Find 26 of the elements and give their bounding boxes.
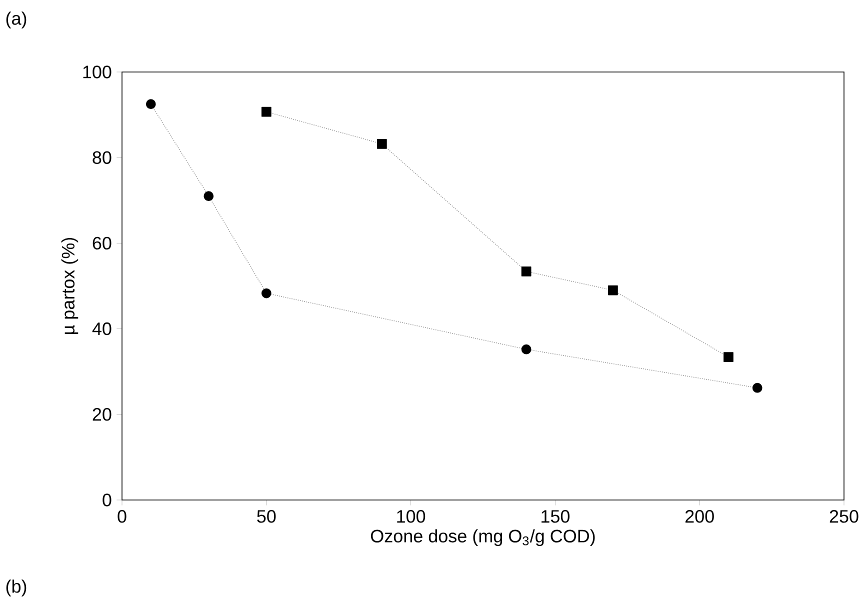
point: [521, 266, 532, 276]
point: [521, 344, 532, 354]
y-tick-label: 20: [92, 408, 112, 421]
y-tick-label: 100: [83, 66, 112, 78]
y-tick-label: 0: [102, 494, 112, 506]
text: (b): [6, 580, 26, 596]
point: [261, 288, 272, 298]
point: [146, 99, 156, 110]
y-tick-label: 40: [92, 322, 112, 336]
point: [376, 138, 387, 149]
point: [752, 382, 762, 393]
x-axis-title: Ozone dose (mg O$_{3}$/g COD): [370, 529, 595, 546]
y-tick-label: 60: [92, 236, 112, 250]
x-tick-label: 250: [830, 510, 858, 523]
x-tick-label: 50: [257, 510, 276, 523]
x-tick-label: 200: [685, 510, 714, 523]
point: [261, 106, 272, 117]
x-tick-label: 150: [542, 510, 570, 523]
y-axis-title: µ partox (%): [61, 238, 78, 334]
point: [724, 352, 734, 362]
y-tick-label: 80: [92, 151, 112, 164]
x-tick-label: 0: [118, 510, 126, 523]
point: [204, 191, 214, 202]
text: (a): [6, 12, 26, 28]
x-tick-label: 100: [397, 510, 426, 523]
point: [608, 285, 618, 296]
